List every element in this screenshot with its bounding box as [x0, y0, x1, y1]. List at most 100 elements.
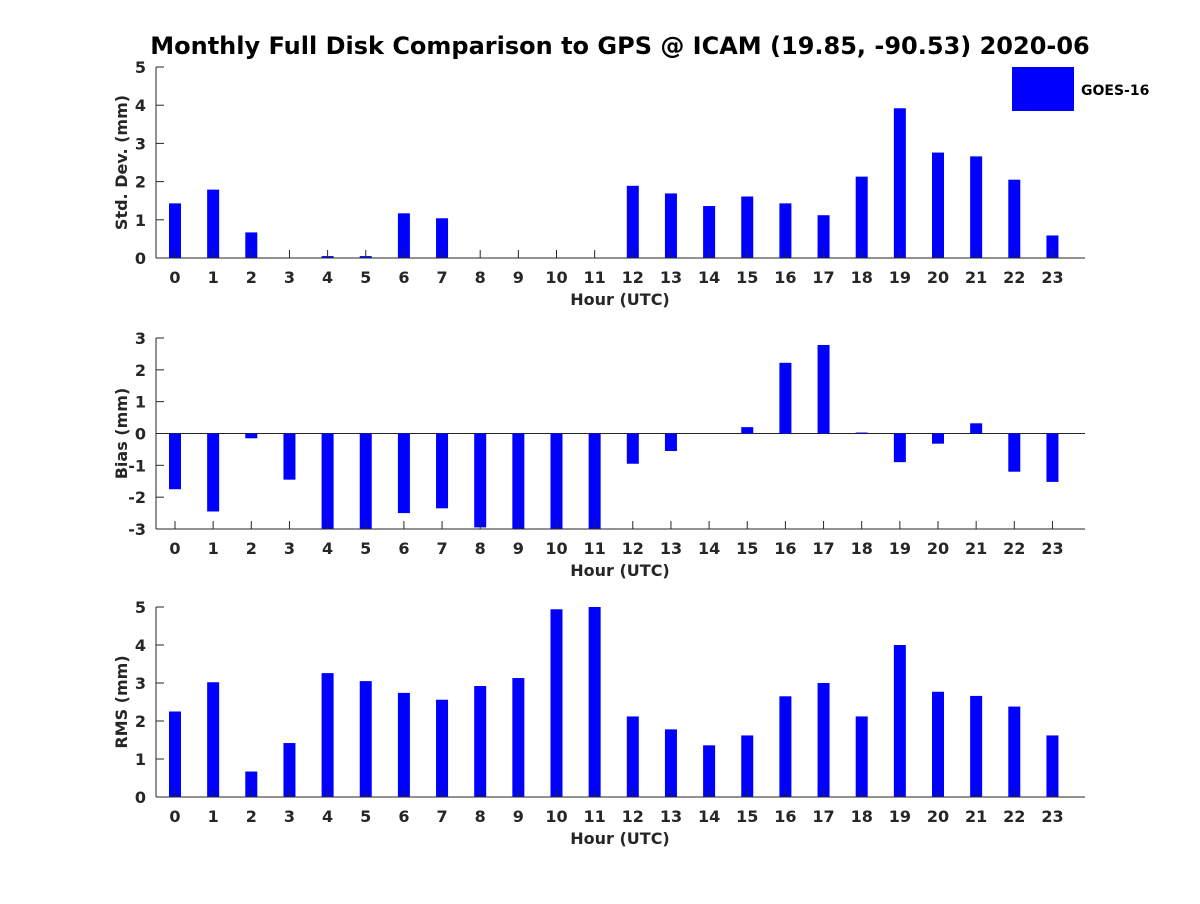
bias-y-axis-label: Bias (mm): [112, 388, 131, 480]
rms-x-tick-label: 0: [169, 807, 180, 826]
std-dev-bar: [436, 218, 449, 258]
rms-x-tick-label: 14: [698, 807, 720, 826]
rms-y-tick-label: 3: [135, 674, 146, 693]
std-dev-bar: [169, 203, 181, 258]
std-dev-bar: [970, 156, 983, 258]
std-dev-x-tick-label: 8: [475, 268, 486, 287]
std-dev-x-axis-label: Hour (UTC): [570, 290, 670, 309]
bias-x-tick-label: 3: [284, 539, 295, 558]
rms-bar: [436, 699, 449, 797]
std-dev-x-tick-label: 16: [774, 268, 796, 287]
rms-bar: [703, 745, 716, 797]
rms-x-tick-label: 22: [1003, 807, 1025, 826]
rms-x-tick-label: 17: [812, 807, 834, 826]
std-dev-x-tick-label: 19: [889, 268, 911, 287]
bias-y-tick-label: 1: [135, 393, 146, 412]
bias-bar: [817, 345, 830, 434]
bias-y-tick-label: -2: [128, 488, 146, 507]
std-dev-x-tick-label: 9: [513, 268, 524, 287]
figure-title: Monthly Full Disk Comparison to GPS @ IC…: [150, 32, 1090, 60]
std-dev-x-tick-label: 7: [436, 268, 447, 287]
rms-bar: [474, 686, 487, 797]
std-dev-x-tick-label: 13: [660, 268, 682, 287]
rms-y-axis-label: RMS (mm): [112, 655, 131, 748]
rms-x-tick-label: 16: [774, 807, 796, 826]
std-dev-x-tick-label: 1: [208, 268, 219, 287]
std-dev-x-tick-label: 21: [965, 268, 987, 287]
std-dev-x-tick-label: 10: [545, 268, 567, 287]
rms-bar: [283, 743, 296, 797]
rms-bar: [779, 696, 792, 797]
rms-x-tick-label: 18: [851, 807, 873, 826]
std-dev-bar: [817, 215, 830, 258]
rms-x-tick-label: 11: [584, 807, 606, 826]
bias-bar: [321, 433, 334, 529]
bias-y-tick-label: 0: [135, 425, 146, 444]
std-dev-bar: [741, 196, 754, 258]
bias-bar: [550, 433, 563, 529]
rms-bar: [1008, 706, 1021, 797]
std-dev-bar: [397, 213, 410, 258]
rms-x-tick-label: 15: [736, 807, 758, 826]
rms-y-tick-label: 1: [135, 750, 146, 769]
std-dev-bar: [855, 176, 868, 258]
rms-bar: [932, 691, 944, 797]
std-dev-bar: [1046, 235, 1059, 258]
bias-x-tick-label: 19: [889, 539, 911, 558]
bias-x-tick-label: 23: [1041, 539, 1063, 558]
rms-x-tick-label: 23: [1041, 807, 1063, 826]
rms-x-tick-label: 2: [246, 807, 257, 826]
bias-bar: [664, 433, 677, 452]
std-dev-bar: [664, 193, 677, 258]
bias-x-tick-label: 1: [208, 539, 219, 558]
std-dev-x-tick-label: 3: [284, 268, 295, 287]
bias-bar: [779, 362, 792, 434]
bias-bar: [436, 433, 449, 509]
std-dev-bar: [626, 185, 639, 258]
rms-x-tick-label: 4: [322, 807, 333, 826]
bias-y-tick-label: -1: [128, 456, 146, 475]
bias-bar: [359, 433, 372, 529]
rms-bar: [169, 711, 181, 797]
std-dev-x-tick-label: 15: [736, 268, 758, 287]
bias-bar: [741, 427, 754, 434]
bias-bar: [893, 433, 906, 463]
bias-x-tick-label: 17: [812, 539, 834, 558]
rms-bar: [321, 673, 334, 797]
bias-y-tick-label: 2: [135, 361, 146, 380]
bias-bar: [970, 423, 983, 434]
rms-x-axis-label: Hour (UTC): [570, 829, 670, 848]
std-dev-bar: [932, 152, 944, 258]
rms-x-tick-label: 6: [398, 807, 409, 826]
rms-x-tick-label: 9: [513, 807, 524, 826]
std-dev-bar: [245, 232, 258, 258]
bias-x-tick-label: 5: [360, 539, 371, 558]
bias-bar: [855, 432, 868, 434]
bias-y-tick-label: 3: [135, 329, 146, 348]
rms-y-tick-label: 5: [135, 598, 146, 617]
bias-bar: [1008, 433, 1021, 472]
bias-x-tick-label: 18: [851, 539, 873, 558]
rms-bar: [359, 681, 372, 797]
rms-bar: [817, 683, 830, 797]
std-dev-x-tick-label: 18: [851, 268, 873, 287]
rms-bar: [893, 645, 906, 797]
std-dev-bar: [703, 206, 716, 258]
rms-bar: [664, 729, 677, 797]
std-dev-x-tick-label: 23: [1041, 268, 1063, 287]
bias-bar: [588, 433, 601, 529]
rms-x-tick-label: 13: [660, 807, 682, 826]
bias-bar: [169, 433, 181, 490]
bias-x-tick-label: 4: [322, 539, 333, 558]
rms-bar: [1046, 735, 1059, 797]
bias-y-tick-label: -3: [128, 520, 146, 539]
std-dev-x-tick-label: 20: [927, 268, 949, 287]
std-dev-x-tick-label: 11: [584, 268, 606, 287]
std-dev-y-tick-label: 4: [135, 96, 146, 115]
std-dev-x-tick-label: 2: [246, 268, 257, 287]
rms-bar: [245, 771, 258, 797]
